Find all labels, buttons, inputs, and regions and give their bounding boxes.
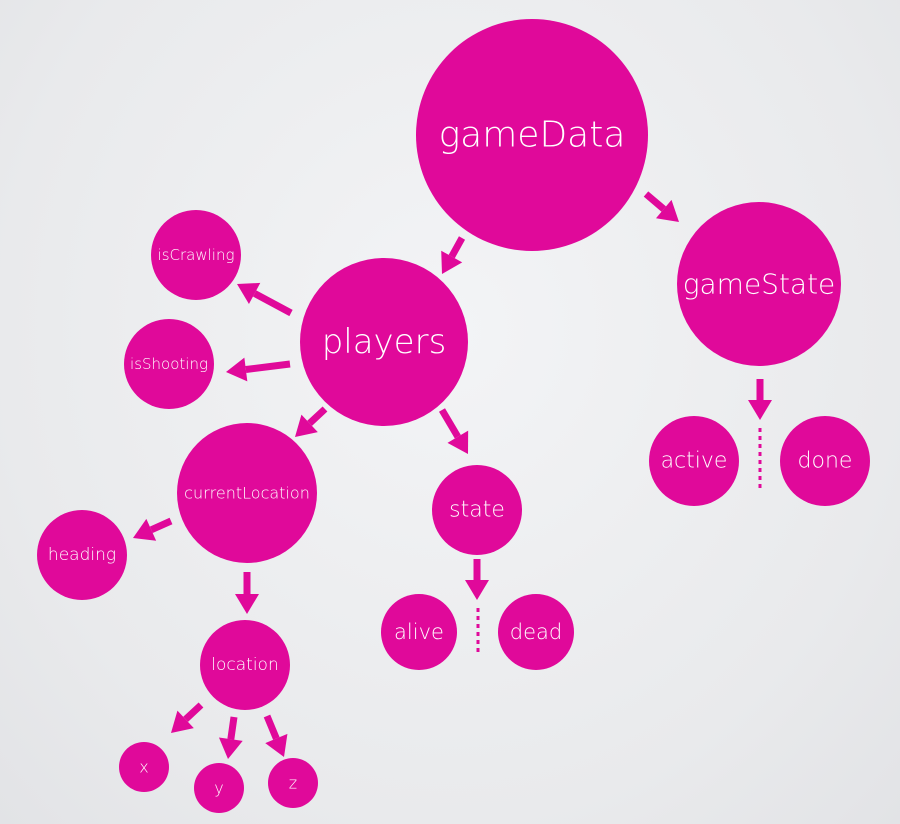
node-circle xyxy=(780,416,870,506)
node-label: state xyxy=(449,498,505,523)
node-x: x xyxy=(119,742,169,792)
node-isShooting: isShooting xyxy=(124,319,214,409)
node-label: dead xyxy=(510,620,562,644)
currentLocation-to-heading-arrow xyxy=(133,517,173,541)
node-circle xyxy=(200,620,290,710)
node-isCrawling: isCrawling xyxy=(151,210,241,300)
node-label: currentLocation xyxy=(184,484,310,503)
node-label: heading xyxy=(48,545,116,565)
location-to-z-arrow xyxy=(263,714,288,757)
node-label: gameState xyxy=(683,268,836,301)
node-label: players xyxy=(322,322,447,362)
node-y: y xyxy=(194,763,244,813)
gameData-to-gameState-arrow xyxy=(643,191,679,222)
node-state: state xyxy=(432,465,522,555)
node-label: gameData xyxy=(439,115,626,156)
node-label: alive xyxy=(394,620,444,644)
node-gameData: gameData xyxy=(416,19,648,251)
players-to-isCrawling-arrow xyxy=(237,282,293,317)
node-active: active xyxy=(649,416,739,506)
node-heading: heading xyxy=(37,510,127,600)
node-label: isShooting xyxy=(130,355,208,373)
node-circle xyxy=(381,594,457,670)
state-to-values-arrow xyxy=(465,559,489,600)
players-to-state-arrow xyxy=(438,408,469,454)
gameState-to-values-arrow xyxy=(748,379,772,420)
node-circle xyxy=(416,19,648,251)
node-alive: alive xyxy=(381,594,457,670)
node-gameState: gameState xyxy=(677,202,841,366)
node-circle xyxy=(268,758,318,808)
node-circle xyxy=(498,594,574,670)
node-location: location xyxy=(200,620,290,710)
node-circle xyxy=(37,510,127,600)
node-label: y xyxy=(214,779,223,798)
node-currentLocation: currentLocation xyxy=(177,423,317,563)
players-to-isShooting-arrow xyxy=(226,357,291,382)
location-to-y-arrow xyxy=(218,716,243,759)
node-dead: dead xyxy=(498,594,574,670)
node-label: active xyxy=(661,449,728,474)
node-label: location xyxy=(211,655,278,675)
node-label: x xyxy=(139,758,148,777)
node-circle xyxy=(300,258,468,426)
node-circle xyxy=(649,416,739,506)
node-circle xyxy=(124,319,214,409)
currentLocation-to-location-arrow xyxy=(235,572,259,614)
node-label: done xyxy=(798,449,853,474)
node-circle xyxy=(432,465,522,555)
node-label: z xyxy=(289,774,297,793)
node-circle xyxy=(151,210,241,300)
node-circle xyxy=(194,763,244,813)
node-players: players xyxy=(300,258,468,426)
players-to-currentLocation-arrow xyxy=(295,406,328,437)
node-done: done xyxy=(780,416,870,506)
node-z: z xyxy=(268,758,318,808)
node-label: isCrawling xyxy=(158,246,235,264)
gameData-to-players-arrow xyxy=(441,236,466,274)
location-to-x-arrow xyxy=(171,702,204,733)
node-circle xyxy=(677,202,841,366)
node-circle xyxy=(177,423,317,563)
node-circle xyxy=(119,742,169,792)
